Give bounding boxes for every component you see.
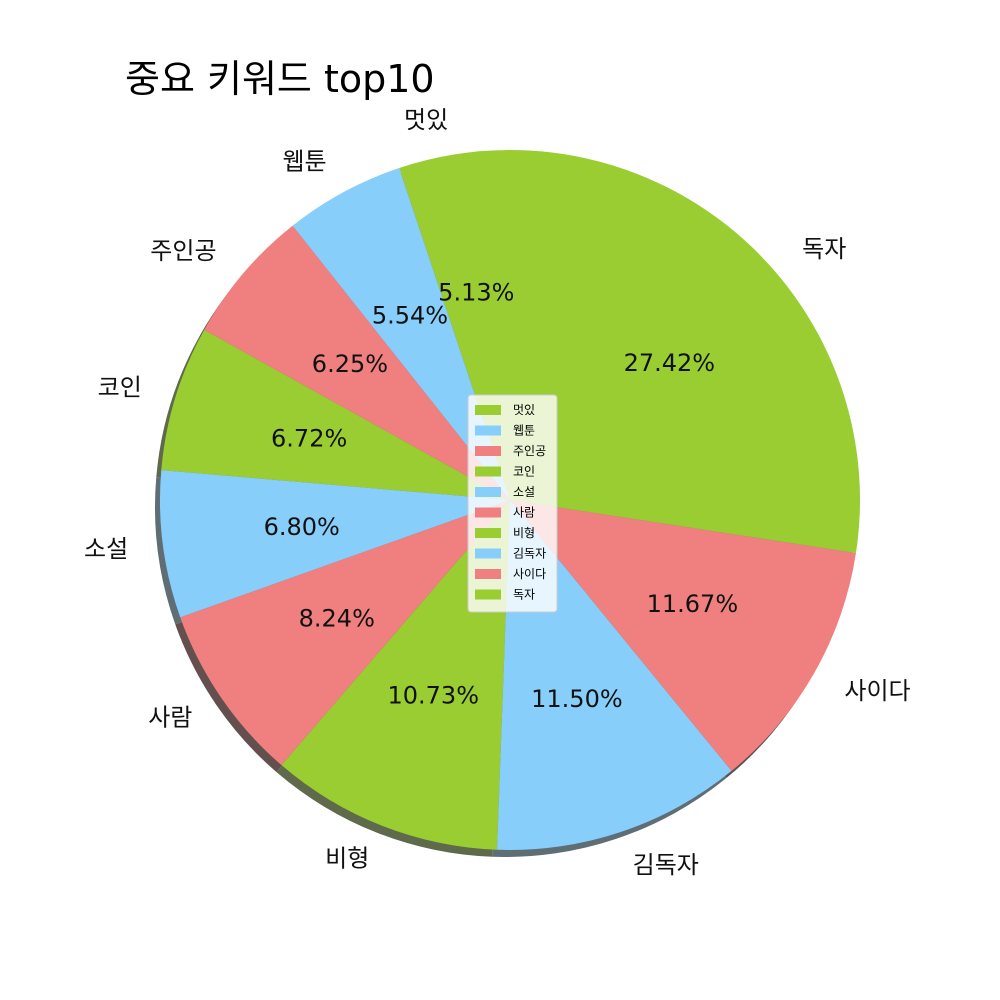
category-label: 코인 <box>98 373 142 401</box>
category-label: 멋있 <box>404 106 448 134</box>
legend-swatch <box>475 487 501 497</box>
pie-slice-6 <box>180 500 510 766</box>
category-label: 사람 <box>148 704 192 732</box>
pie-slice-9 <box>510 500 856 771</box>
legend-label: 사람 <box>513 506 535 520</box>
legend-label: 김독자 <box>513 547 546 561</box>
pie-slice-7 <box>281 500 510 850</box>
legend-swatch <box>475 589 501 600</box>
legend-label: 주인공 <box>513 444 546 458</box>
percent-label: 6.80% <box>264 513 340 541</box>
percent-labels: 5.13%5.54% 6.25% 6.72% 6.80% 8.24% 10.73% 11.5… <box>264 279 739 713</box>
legend-swatch <box>475 405 501 415</box>
category-label: 웹툰 <box>282 147 326 175</box>
category-label: 사이다 <box>844 677 910 705</box>
category-label: 소설 <box>84 535 128 563</box>
percent-label: 6.25% <box>312 350 388 378</box>
percent-label: 10.73% <box>387 681 479 709</box>
pie-slice-10 <box>510 150 860 554</box>
legend-label: 비형 <box>513 526 535 540</box>
percent-label: 6.72% <box>271 425 347 453</box>
legend-label: 코인 <box>513 465 535 479</box>
category-label: 김독자 <box>633 851 699 879</box>
pie-slice-3 <box>204 225 510 501</box>
percent-label: 8.24% <box>299 605 375 633</box>
legend-label: 독자 <box>513 588 535 602</box>
pie-slice-4 <box>161 329 511 500</box>
legend-swatch <box>475 466 501 477</box>
percent-label: 5.13% <box>438 279 514 307</box>
category-label: 비형 <box>325 844 369 872</box>
chart-title: 중요 키워드 top10 <box>125 57 435 101</box>
legend-swatch <box>475 425 501 436</box>
category-label: 독자 <box>802 235 846 263</box>
legend-label: 사이다 <box>513 567 546 581</box>
legend-label: 웹툰 <box>513 424 535 438</box>
percent-label: 5.54% <box>372 301 448 329</box>
percent-label: 11.50% <box>531 685 623 713</box>
percent-label: 11.67% <box>647 590 739 618</box>
category-label: 주인공 <box>150 237 216 265</box>
percent-label: 27.42% <box>624 349 716 377</box>
pie-slice-5 <box>160 470 510 618</box>
pie-slice-2 <box>292 168 510 500</box>
legend-swatch <box>475 569 501 579</box>
legend-swatch <box>475 446 501 456</box>
legend-label: 멋있 <box>513 403 535 417</box>
legend-swatch <box>475 507 501 518</box>
legend-swatch <box>475 528 501 538</box>
legend-label: 소설 <box>513 485 535 499</box>
legend-swatch <box>475 548 501 559</box>
